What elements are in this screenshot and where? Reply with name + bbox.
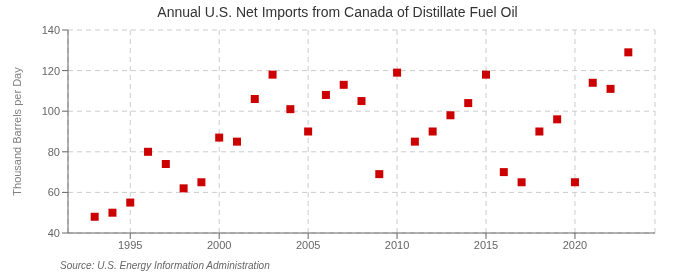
svg-text:1995: 1995 [118,239,142,251]
svg-text:2015: 2015 [474,239,498,251]
svg-text:2010: 2010 [385,239,409,251]
svg-text:40: 40 [48,227,60,239]
svg-text:2005: 2005 [296,239,320,251]
svg-text:120: 120 [42,65,60,77]
svg-text:100: 100 [42,105,60,117]
svg-text:60: 60 [48,186,60,198]
svg-text:2000: 2000 [207,239,231,251]
html-text:Source: U.S. Energy Informatio: Source: U.S. Energy Information Administ… [60,260,270,271]
svg-text:140: 140 [42,24,60,36]
svg-text:80: 80 [48,146,60,158]
html-text:Annual U.S. Net Imports from C: Annual U.S. Net Imports from Canada of D… [157,4,518,20]
svg-text:Thousand Barrels per Day: Thousand Barrels per Day [11,67,23,196]
svg-text:2020: 2020 [563,239,587,251]
